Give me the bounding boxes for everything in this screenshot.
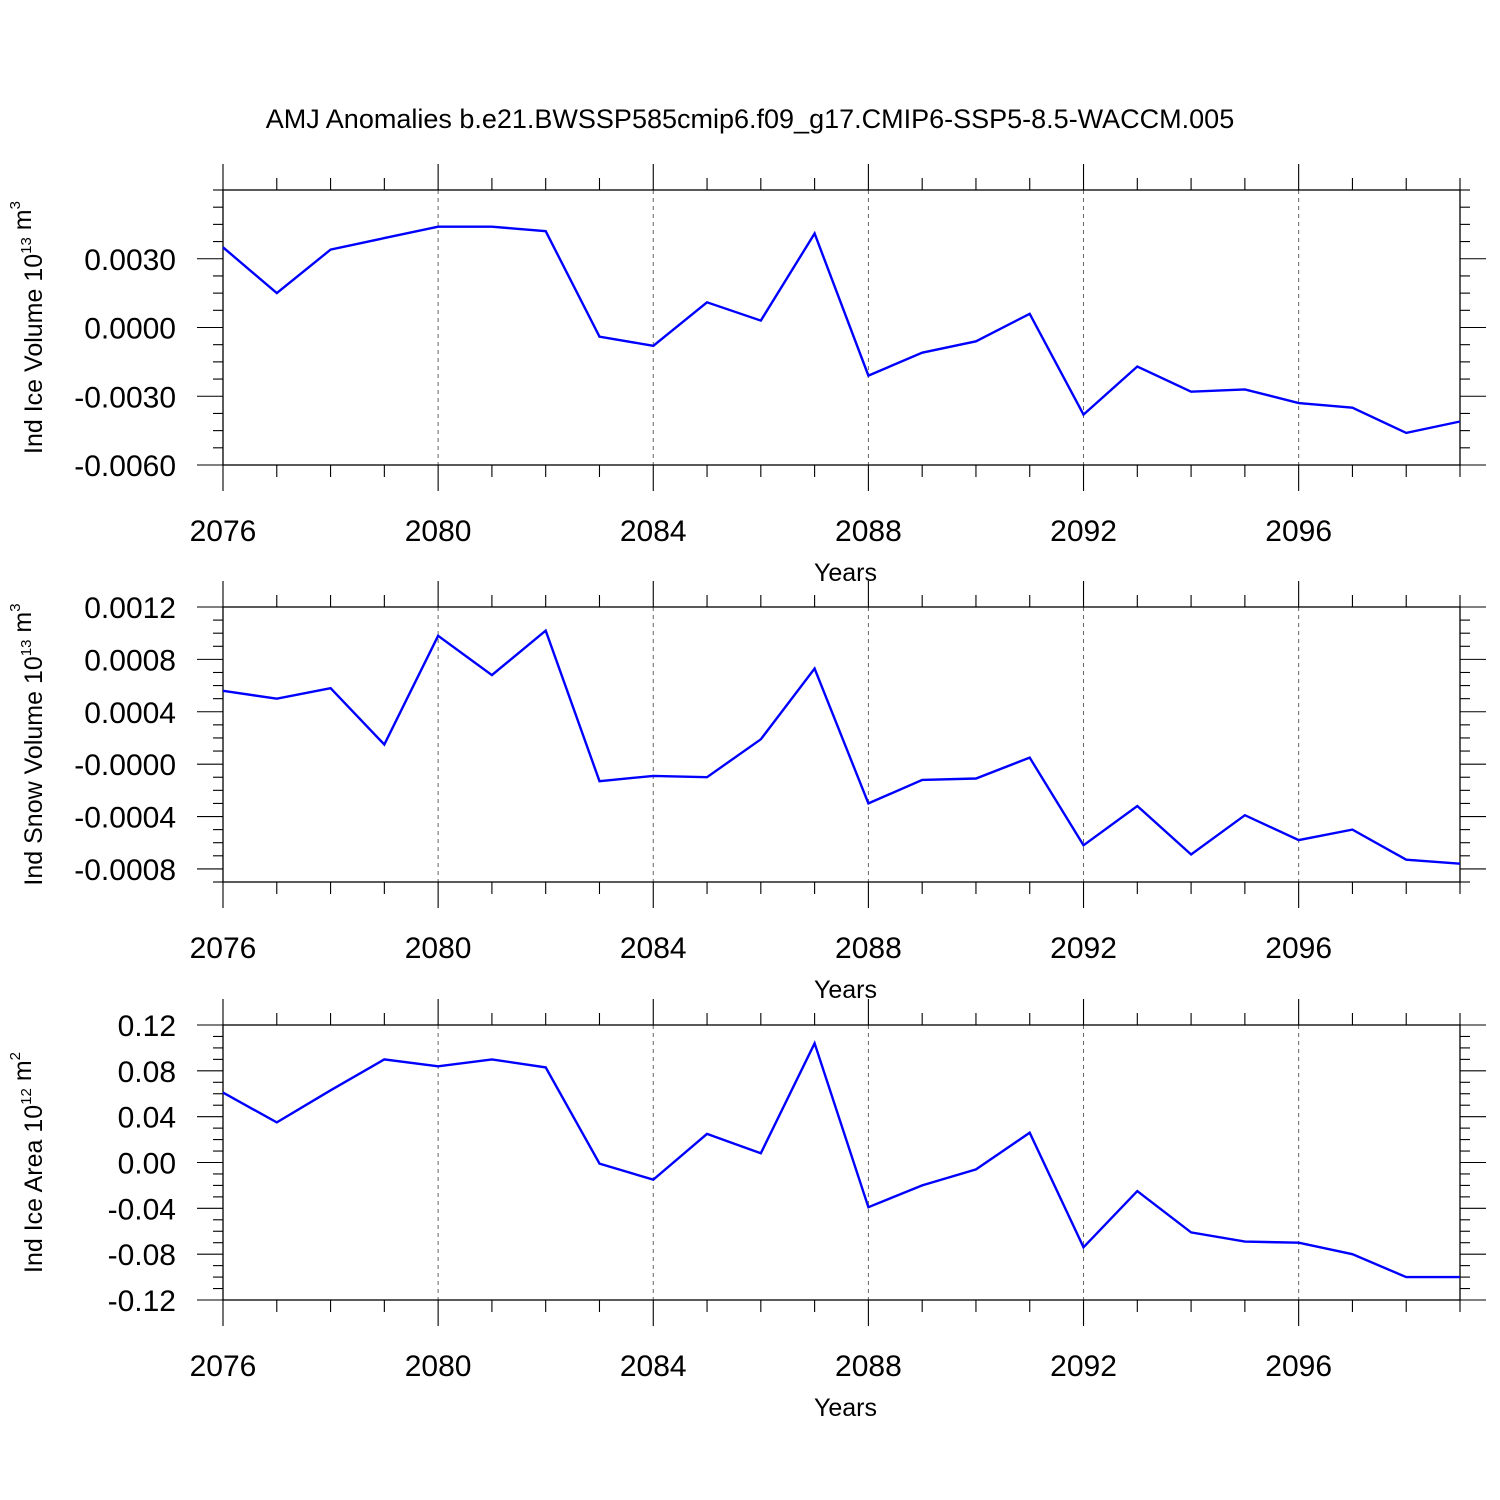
x-tick-label: 2096 <box>1265 515 1332 548</box>
x-tick-label: 2088 <box>835 515 902 548</box>
panel-snow-volume: 2076 2080 2084 2088 2092 2096 Years -0.0008 -0.0… <box>7 581 1486 1004</box>
y-tick-label: -0.0060 <box>74 450 176 483</box>
x-axis-label: Years <box>814 976 877 1004</box>
y-tick-label: 0.0030 <box>84 244 176 277</box>
x-tick-label: 2084 <box>620 1350 687 1383</box>
y-tick-label: -0.0004 <box>74 802 176 835</box>
x-tick-label: 2088 <box>835 1350 902 1383</box>
x-tick-label: 2084 <box>620 932 687 965</box>
x-tick-label: 2076 <box>190 515 257 548</box>
x-tick-label: 2092 <box>1050 515 1117 548</box>
panel-ice-volume: 2076 2080 2084 2088 2092 2096 Years -0.0060 -0.0… <box>7 164 1486 587</box>
y-tick-label: 0.0008 <box>84 644 176 677</box>
y-tick-label: 0.0004 <box>84 697 176 730</box>
x-tick-label: 2076 <box>190 1350 257 1383</box>
series-line-ice-area <box>222 1040 1460 1279</box>
y-tick-label: 0.04 <box>118 1102 176 1135</box>
y-tick-label: 0.00 <box>118 1148 176 1181</box>
x-tick-label: 2088 <box>835 932 902 965</box>
y-tick-label: -0.08 <box>108 1239 176 1272</box>
y-tick-label: 0.0012 <box>84 592 176 625</box>
x-tick-label: 2092 <box>1050 1350 1117 1383</box>
x-tick-label: 2080 <box>405 515 472 548</box>
x-axis-label: Years <box>814 559 877 587</box>
y-tick-label: 0.12 <box>118 1010 176 1043</box>
x-tick-label: 2084 <box>620 515 687 548</box>
y-tick-label: -0.0030 <box>74 381 176 414</box>
y-tick-label: -0.12 <box>108 1285 176 1318</box>
plot-frame <box>222 606 1461 883</box>
y-tick-label: -0.04 <box>108 1193 176 1226</box>
x-tick-label: 2076 <box>190 932 257 965</box>
series-line-snow-volume <box>222 628 1461 865</box>
x-tick-label: 2096 <box>1265 1350 1332 1383</box>
x-tick-label: 2092 <box>1050 932 1117 965</box>
x-tick-label: 2096 <box>1265 932 1332 965</box>
y-tick-label: 0.0000 <box>84 313 176 346</box>
figure-title: AMJ Anomalies b.e21.BWSSP585cmip6.f09_g1… <box>266 104 1234 134</box>
panel-ice-area: 2076 2080 2084 2088 2092 2096 Years -0.12 -0.08 -… <box>7 999 1486 1422</box>
y-tick-label: -0.0000 <box>74 749 176 782</box>
panels: 2076 2080 2084 2088 2092 2096 Years -0.0060 -0.0… <box>7 164 1486 1422</box>
x-tick-label: 2080 <box>405 1350 472 1383</box>
series-line-ice-volume <box>222 225 1461 435</box>
x-axis-label: Years <box>814 1394 877 1422</box>
y-tick-label: 0.08 <box>118 1056 176 1089</box>
y-tick-label: -0.0008 <box>74 854 176 887</box>
y-axis-label: Ind Snow Volume 1013 m3 <box>7 603 48 885</box>
y-axis-label: Ind Ice Volume 1013 m3 <box>7 201 48 454</box>
y-axis-label: Ind Ice Area 1012 m2 <box>7 1052 48 1273</box>
x-tick-label: 2080 <box>405 932 472 965</box>
